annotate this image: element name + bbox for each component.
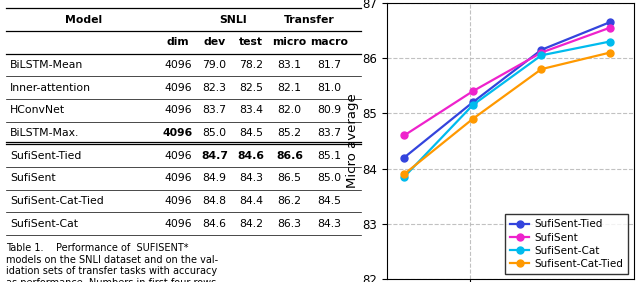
Text: micro: micro bbox=[272, 37, 307, 47]
Text: 86.3: 86.3 bbox=[277, 219, 301, 229]
Text: 4096: 4096 bbox=[164, 151, 192, 161]
Text: 84.6: 84.6 bbox=[202, 219, 227, 229]
SufiSent-Tied bbox=[538, 48, 545, 52]
Text: dim: dim bbox=[166, 37, 189, 47]
Text: 4096: 4096 bbox=[164, 173, 192, 183]
Text: 83.1: 83.1 bbox=[277, 60, 301, 70]
Text: 86.2: 86.2 bbox=[277, 196, 301, 206]
Text: 79.0: 79.0 bbox=[202, 60, 227, 70]
Sufisent-Cat-Tied bbox=[400, 173, 408, 176]
Line: SufiSent-Cat: SufiSent-Cat bbox=[401, 38, 614, 180]
Text: 81.7: 81.7 bbox=[317, 60, 342, 70]
Text: 85.2: 85.2 bbox=[277, 128, 301, 138]
Text: 82.0: 82.0 bbox=[277, 105, 301, 115]
Text: 85.0: 85.0 bbox=[202, 128, 227, 138]
Text: dev: dev bbox=[204, 37, 226, 47]
Text: 81.0: 81.0 bbox=[317, 83, 342, 93]
SufiSent-Tied bbox=[400, 156, 408, 159]
Text: 4096: 4096 bbox=[164, 60, 192, 70]
SufiSent bbox=[469, 90, 477, 93]
SufiSent-Tied bbox=[606, 21, 614, 24]
Text: 83.4: 83.4 bbox=[239, 105, 263, 115]
Text: 4096: 4096 bbox=[164, 219, 192, 229]
Text: 82.1: 82.1 bbox=[277, 83, 301, 93]
Text: 4096: 4096 bbox=[163, 128, 193, 138]
Text: test: test bbox=[239, 37, 263, 47]
SufiSent-Cat bbox=[538, 54, 545, 57]
Text: SufiSent-Cat: SufiSent-Cat bbox=[10, 219, 78, 229]
Text: 82.5: 82.5 bbox=[239, 83, 263, 93]
Text: 84.2: 84.2 bbox=[239, 219, 263, 229]
Text: 4096: 4096 bbox=[164, 105, 192, 115]
Text: 85.1: 85.1 bbox=[317, 151, 342, 161]
Text: SufiSent-Cat-Tied: SufiSent-Cat-Tied bbox=[10, 196, 104, 206]
Text: SufiSent-Tied: SufiSent-Tied bbox=[10, 151, 81, 161]
Text: 80.9: 80.9 bbox=[317, 105, 342, 115]
SufiSent bbox=[400, 134, 408, 137]
Line: Sufisent-Cat-Tied: Sufisent-Cat-Tied bbox=[401, 49, 614, 178]
SufiSent bbox=[538, 51, 545, 54]
Text: Table 1.    Performance of  SUFISENT*
models on the SNLI dataset and on the val-: Table 1. Performance of SUFISENT* models… bbox=[6, 243, 218, 282]
Text: 84.7: 84.7 bbox=[201, 151, 228, 161]
Text: 86.6: 86.6 bbox=[276, 151, 303, 161]
Sufisent-Cat-Tied bbox=[538, 67, 545, 71]
Text: BiLSTM-Max.: BiLSTM-Max. bbox=[10, 128, 79, 138]
Text: 83.7: 83.7 bbox=[317, 128, 342, 138]
Text: SNLI: SNLI bbox=[219, 15, 246, 25]
Text: 82.3: 82.3 bbox=[202, 83, 227, 93]
Text: 4096: 4096 bbox=[164, 196, 192, 206]
Sufisent-Cat-Tied bbox=[469, 117, 477, 121]
Legend: SufiSent-Tied, SufiSent, SufiSent-Cat, Sufisent-Cat-Tied: SufiSent-Tied, SufiSent, SufiSent-Cat, S… bbox=[505, 214, 628, 274]
Text: 84.3: 84.3 bbox=[239, 173, 263, 183]
SufiSent-Cat bbox=[469, 103, 477, 107]
Text: 84.4: 84.4 bbox=[239, 196, 263, 206]
SufiSent bbox=[606, 26, 614, 29]
Text: Transfer: Transfer bbox=[284, 15, 335, 25]
Text: 83.7: 83.7 bbox=[202, 105, 227, 115]
Y-axis label: Micro average: Micro average bbox=[346, 94, 360, 188]
Text: Model: Model bbox=[65, 15, 102, 25]
Text: 84.5: 84.5 bbox=[317, 196, 342, 206]
Text: SufiSent: SufiSent bbox=[10, 173, 56, 183]
Sufisent-Cat-Tied bbox=[606, 51, 614, 54]
Text: 84.3: 84.3 bbox=[317, 219, 342, 229]
Line: SufiSent: SufiSent bbox=[401, 24, 614, 139]
Text: BiLSTM-Mean: BiLSTM-Mean bbox=[10, 60, 83, 70]
Text: Inner-attention: Inner-attention bbox=[10, 83, 91, 93]
Text: 85.0: 85.0 bbox=[317, 173, 342, 183]
Text: macro: macro bbox=[310, 37, 349, 47]
Text: 86.5: 86.5 bbox=[277, 173, 301, 183]
Text: 84.8: 84.8 bbox=[202, 196, 227, 206]
SufiSent-Cat bbox=[606, 40, 614, 43]
Text: 4096: 4096 bbox=[164, 83, 192, 93]
Text: 84.5: 84.5 bbox=[239, 128, 263, 138]
Text: 84.6: 84.6 bbox=[237, 151, 264, 161]
Text: HConvNet: HConvNet bbox=[10, 105, 65, 115]
Text: 84.9: 84.9 bbox=[202, 173, 227, 183]
Line: SufiSent-Tied: SufiSent-Tied bbox=[401, 19, 614, 161]
Text: 78.2: 78.2 bbox=[239, 60, 263, 70]
SufiSent-Tied bbox=[469, 101, 477, 104]
SufiSent-Cat bbox=[400, 175, 408, 179]
